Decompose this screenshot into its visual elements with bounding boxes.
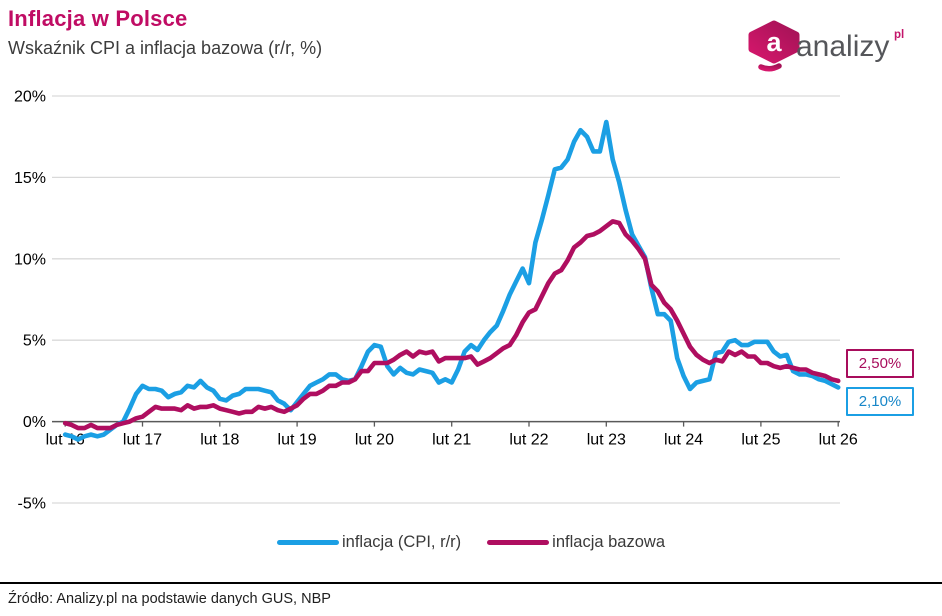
logo-glyph: a [766, 27, 782, 57]
x-tick-label: lut 23 [587, 432, 626, 449]
x-tick-label: lut 21 [432, 432, 471, 449]
legend-swatch-cpi-icon [276, 539, 339, 545]
y-tick-label: 0% [23, 414, 46, 431]
page-subtitle: Wskaźnik CPI a inflacja bazowa (r/r, %) [8, 38, 323, 58]
core-inflation-line-series [62, 219, 841, 431]
x-tick-label: lut 17 [123, 432, 162, 449]
y-tick-label: -5% [18, 496, 46, 513]
x-tick-label: lut 18 [200, 432, 239, 449]
source-note: Źródło: Analizy.pl na podstawie danych G… [8, 591, 331, 607]
analizy-hexagon-icon: a [748, 20, 800, 72]
x-tick-label: lut 19 [278, 432, 317, 449]
legend-item-cpi: inflacja (CPI, r/r) [276, 532, 462, 552]
page-title: Inflacja w Polsce [8, 6, 188, 31]
y-tick-label: 10% [14, 251, 46, 268]
footer-divider [0, 582, 942, 584]
logo-suffix: pl [894, 29, 904, 41]
end-label-core-inflation: 2,50% [846, 349, 914, 378]
y-tick-label: 5% [23, 333, 46, 350]
x-tick-label: lut 22 [509, 432, 548, 449]
x-tick-label: lut 25 [741, 432, 780, 449]
cpi-line-series [62, 119, 841, 442]
x-tick-label: lut 20 [355, 432, 394, 449]
legend: inflacja (CPI, r/r) inflacja bazowa [0, 528, 942, 556]
logo-tail-icon [758, 63, 782, 72]
legend-item-core: inflacja bazowa [487, 533, 665, 552]
y-tick-label: 15% [14, 170, 46, 187]
x-tick-label: lut 26 [819, 432, 858, 449]
line-chart: 20%15%10%5%0%-5%lut 16 lut 17 lut 18 lut 19… [14, 89, 858, 513]
legend-label-core: inflacja bazowa [552, 532, 665, 551]
end-label-cpi: 2,10% [846, 387, 914, 416]
x-tick-label: lut 24 [664, 432, 703, 449]
y-tick-label: 20% [14, 89, 46, 106]
logo-wordmark: analizy [796, 30, 889, 63]
legend-swatch-core-icon [487, 539, 550, 545]
analizy-logo: a analizy pl [748, 20, 904, 72]
legend-label-cpi: inflacja (CPI, r/r) [341, 532, 462, 551]
